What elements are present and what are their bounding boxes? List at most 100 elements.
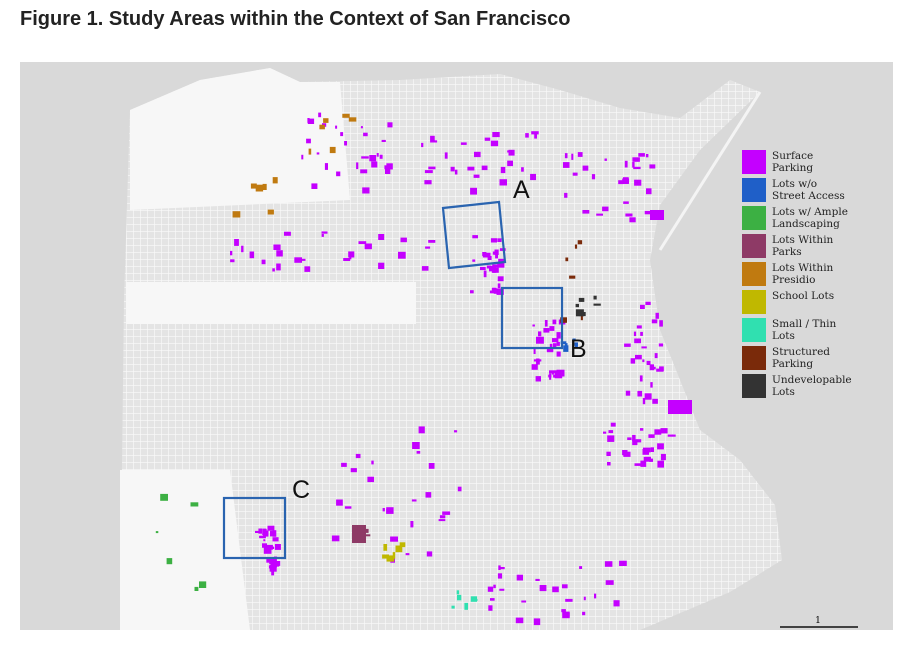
lot-patch <box>660 453 666 461</box>
lot-patch <box>480 266 486 271</box>
lot-patch <box>160 493 168 501</box>
lot-patch <box>645 301 651 305</box>
lot-patch <box>270 530 274 537</box>
lot-patch <box>536 358 540 363</box>
lot-patch <box>560 341 567 345</box>
lot-patch <box>552 343 557 349</box>
lot-patch <box>438 519 446 522</box>
lot-patch <box>521 600 527 603</box>
lot-patch <box>421 142 424 148</box>
lot-patch <box>331 535 340 542</box>
lot-patch <box>386 163 393 170</box>
lot-patch <box>560 317 567 323</box>
lot-patch <box>607 435 615 442</box>
lot-patch <box>472 235 478 239</box>
lot-patch <box>668 400 692 414</box>
lot-patch <box>344 506 352 509</box>
lot-patch <box>652 398 658 404</box>
lot-patch <box>516 574 523 581</box>
lot-patch <box>500 166 506 174</box>
lot-patch <box>564 192 568 198</box>
lot-patch <box>495 254 498 259</box>
lot-patch <box>536 361 540 365</box>
lot-patch <box>418 426 425 434</box>
lot-patch <box>487 256 492 260</box>
lot-patch <box>643 456 651 462</box>
lot-patch <box>381 139 386 142</box>
lot-patch <box>311 183 318 189</box>
lot-patch <box>316 152 320 155</box>
legend-swatch <box>742 262 766 286</box>
lot-patch <box>660 428 668 434</box>
study-label: C <box>292 476 310 504</box>
lot-patch <box>571 153 574 160</box>
lot-patch <box>640 331 643 336</box>
lot-patch <box>625 390 631 396</box>
lot-patch <box>308 148 312 155</box>
lot-patch <box>593 303 601 306</box>
lot-patch <box>656 368 664 372</box>
lot-patch <box>535 578 540 581</box>
lot-patch <box>255 530 260 533</box>
lot-patch <box>492 267 499 273</box>
lot-patch <box>633 166 641 170</box>
lot-patch <box>276 263 281 271</box>
lot-patch <box>650 210 664 220</box>
legend-swatch <box>742 206 766 230</box>
lot-patch <box>360 169 368 174</box>
lot-patch <box>470 187 477 195</box>
legend: Surface Parking Lots w/o Street Access Lot… <box>742 150 872 402</box>
lot-patch <box>265 544 273 550</box>
lot-patch <box>352 525 366 543</box>
lot-patch <box>531 364 538 370</box>
lot-patch <box>497 283 501 288</box>
lot-patch <box>268 565 272 569</box>
lot-patch <box>530 173 536 181</box>
lot-patch <box>319 124 325 130</box>
lot-patch <box>508 149 515 156</box>
lot-patch <box>657 443 664 450</box>
lot-patch <box>624 160 628 168</box>
lot-patch <box>395 545 403 553</box>
legend-item: Lots Within Presidio <box>742 262 872 286</box>
lot-patch <box>470 596 477 602</box>
lot-patch <box>632 157 640 162</box>
lot-patch <box>323 118 329 123</box>
lot-patch <box>649 458 653 462</box>
lot-patch <box>433 140 438 143</box>
lot-patch <box>484 137 491 141</box>
lot-patch <box>539 585 547 592</box>
lot-patch <box>632 162 635 168</box>
study-box <box>441 200 507 270</box>
lot-patch <box>483 270 487 278</box>
lot-patch <box>491 287 495 292</box>
lot-patch <box>318 112 322 118</box>
lot-patch <box>565 257 569 262</box>
lot-patch <box>398 251 406 259</box>
presidio <box>130 68 350 210</box>
lot-patch <box>364 528 369 533</box>
lot-patch <box>360 126 363 129</box>
lot-patch <box>474 598 478 601</box>
lot-patch <box>355 453 361 459</box>
lot-patch <box>272 268 275 272</box>
lot-patch <box>384 165 388 170</box>
lot-patch <box>262 543 267 548</box>
lot-patch <box>488 605 493 611</box>
lot-patch <box>424 180 432 185</box>
lot-patch <box>640 304 645 309</box>
lot-patch <box>582 611 586 616</box>
lot-patch <box>329 146 336 154</box>
lot-patch <box>454 169 458 175</box>
lot-patch <box>358 241 367 244</box>
lot-patch <box>304 266 311 272</box>
lot-patch <box>579 566 583 569</box>
legend-label: Lots Within Parks <box>772 234 834 258</box>
lot-patch <box>636 325 642 329</box>
legend-label: Structured Parking <box>772 346 831 370</box>
lot-patch <box>321 231 328 234</box>
lot-patch <box>579 312 586 317</box>
lot-patch <box>490 140 499 147</box>
